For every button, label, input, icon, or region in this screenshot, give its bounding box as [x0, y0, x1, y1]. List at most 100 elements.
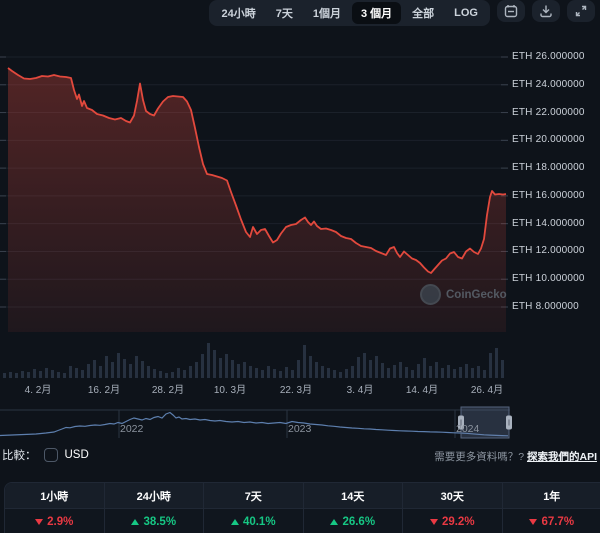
volume-bar	[87, 364, 90, 378]
api-link[interactable]: 探索我們的API	[526, 451, 597, 463]
up-triangle-icon	[131, 519, 140, 525]
volume-bar	[441, 368, 444, 378]
currency-label: USD	[64, 449, 89, 461]
y-axis-label: ETH 20.000000	[512, 134, 585, 146]
stat-value: 26.6%	[303, 509, 402, 533]
volume-bar	[123, 359, 126, 378]
volume-bar	[27, 372, 30, 378]
price-chart-canvas[interactable]	[0, 0, 600, 445]
volume-bar	[9, 372, 12, 378]
volume-bar	[147, 366, 150, 378]
up-triangle-icon	[230, 519, 239, 525]
volume-bar	[183, 370, 186, 378]
year-label-2023: 2023	[288, 423, 312, 435]
volume-bar	[477, 366, 480, 378]
navigator-line	[0, 411, 509, 437]
range-button-全部[interactable]: 全部	[412, 8, 435, 20]
fullscreen-button[interactable]	[567, 0, 595, 22]
y-axis-label: ETH 14.000000	[512, 217, 585, 229]
volume-bar	[249, 366, 252, 378]
download-icon	[540, 5, 552, 18]
usd-compare-checkbox[interactable]	[43, 448, 58, 462]
volume-bar	[369, 360, 372, 378]
api-hint-text: 需要更多資料嗎？?	[434, 451, 527, 463]
volume-bar	[39, 371, 42, 378]
year-label-2022: 2022	[120, 423, 144, 435]
volume-bar	[315, 362, 318, 378]
x-axis-label: 4. 2月	[24, 385, 52, 396]
price-change-table: 1小時 2.9% 24小時 38.5% 7天 40.1% 14天 26.6% 30天 29.2% 1…	[4, 482, 600, 533]
range-button-1個月[interactable]: 1個月	[312, 8, 341, 20]
volume-bar	[171, 372, 174, 378]
compare-label: 比較：	[2, 450, 37, 462]
y-axis-label: ETH 8.000000	[512, 301, 579, 312]
stat-value-text: 67.7%	[541, 516, 575, 528]
download-button[interactable]	[532, 0, 560, 22]
down-triangle-icon	[429, 519, 438, 525]
volume-bar	[105, 356, 108, 378]
y-axis-label: ETH 26.000000	[512, 51, 585, 62]
y-axis-label: ETH 12.000000	[512, 245, 585, 257]
price-line	[7, 67, 507, 274]
stat-column-24小時: 24小時 38.5%	[104, 483, 204, 533]
down-triangle-icon	[35, 519, 44, 525]
range-button-7天[interactable]: 7天	[275, 8, 293, 20]
calendar-button[interactable]	[497, 0, 525, 22]
volume-bar	[267, 366, 270, 378]
stat-header: 30天	[403, 483, 502, 509]
volume-bar	[375, 356, 378, 378]
price-area-fill	[8, 68, 506, 332]
navigator-selection[interactable]	[460, 406, 510, 439]
down-triangle-icon	[529, 519, 538, 525]
volume-bar	[363, 353, 366, 378]
volume-bar	[219, 358, 222, 378]
y-axis-label: ETH 10.000000	[512, 273, 585, 285]
volume-bar	[471, 368, 474, 378]
year-label-2024: 2024	[456, 423, 480, 435]
volume-bar	[177, 368, 180, 378]
stat-value: 29.2%	[403, 509, 502, 533]
y-axis-label: ETH 22.000000	[512, 106, 585, 118]
volume-bar	[399, 362, 402, 378]
volume-bar	[153, 369, 156, 378]
icon-button-group	[497, 0, 595, 22]
x-axis-label: 16. 2月	[87, 385, 121, 396]
x-axis-label: 26. 4月	[470, 385, 504, 396]
volume-bar	[243, 362, 246, 378]
volume-bar	[465, 364, 468, 378]
volume-bar	[333, 370, 336, 378]
stat-column-7天: 7天 40.1%	[204, 483, 304, 533]
stat-value: 2.9%	[5, 509, 104, 533]
x-axis-label: 10. 3月	[213, 385, 247, 396]
stat-header: 24小時	[104, 483, 203, 509]
stat-value-text: 38.5%	[143, 516, 177, 528]
volume-bar	[435, 362, 438, 378]
x-axis-label: 3. 4月	[346, 385, 374, 396]
stat-value: 40.1%	[204, 509, 303, 533]
volume-bar	[501, 360, 504, 378]
stat-column-30天: 30天 29.2%	[403, 483, 503, 533]
volume-bar	[291, 370, 294, 378]
volume-bar	[99, 366, 102, 378]
volume-bar	[393, 365, 396, 378]
volume-bar	[63, 373, 66, 378]
volume-bar	[357, 357, 360, 378]
volume-bar	[3, 373, 6, 378]
volume-bar	[33, 369, 36, 378]
volume-bar	[165, 373, 168, 378]
volume-bar	[459, 367, 462, 378]
range-button-LOG[interactable]: LOG	[454, 7, 478, 19]
volume-bar	[213, 350, 216, 378]
volume-bar	[225, 354, 228, 378]
volume-bar	[237, 364, 240, 378]
y-axis-label: ETH 18.000000	[512, 162, 585, 174]
volume-bar	[411, 370, 414, 378]
range-button-24小時[interactable]: 24小時	[221, 8, 256, 20]
range-button-3個月[interactable]: 3 個月	[351, 2, 402, 24]
stat-value-text: 26.6%	[342, 516, 376, 528]
stat-value: 67.7%	[502, 509, 600, 533]
stat-value: 38.5%	[104, 509, 203, 533]
volume-bar	[51, 370, 54, 378]
volume-bar	[405, 367, 408, 378]
volume-bar	[423, 358, 426, 378]
